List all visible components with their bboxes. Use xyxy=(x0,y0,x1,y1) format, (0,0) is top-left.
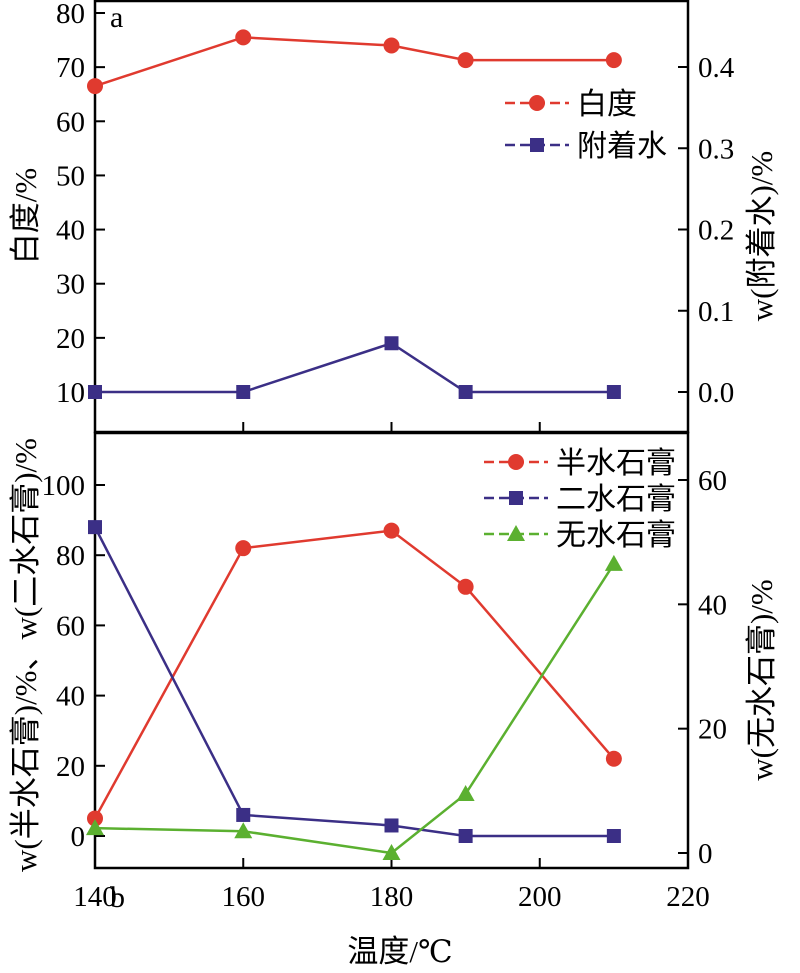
x-tick-label: 160 xyxy=(222,881,266,913)
panel-a-series-0-point xyxy=(605,52,622,69)
panel-b-series-2-point xyxy=(604,554,623,571)
panel-a-right-tick-label: 0.1 xyxy=(698,296,734,328)
panel-a-series-1-point xyxy=(384,336,399,351)
x-tick-label: 140 xyxy=(73,881,117,913)
panel-b-series-2-point xyxy=(234,822,253,839)
panel-a-legend-label-1: 附着水 xyxy=(577,130,667,163)
panel-a-series-0-point xyxy=(87,78,103,95)
panel-a-left-tick-label: 10 xyxy=(56,377,85,409)
panel-a-legend-marker-0 xyxy=(529,95,545,111)
panel-a-left-tick-label: 80 xyxy=(56,0,85,30)
panel-b-series-0-point xyxy=(87,810,103,827)
panel-a-frame xyxy=(93,0,690,434)
panel-a-left-tick-label: 50 xyxy=(56,160,85,192)
panel-a-left-tick-label: 30 xyxy=(56,269,85,301)
x-axis-title: 温度/℃ xyxy=(347,934,452,969)
panel-b-right-tick-label: 60 xyxy=(698,465,727,497)
panel-a-left-tick-label: 70 xyxy=(56,52,85,84)
panel-b-series-line-0 xyxy=(93,529,615,820)
panel-b-left-tick-label: 40 xyxy=(56,681,85,713)
panel-b-series-1-point xyxy=(458,829,473,843)
panel-b-series-1-point xyxy=(236,807,251,822)
panel-b-series-1-point xyxy=(88,520,102,535)
panel-a-series-line-1 xyxy=(95,341,614,394)
x-tick-label: 220 xyxy=(666,881,710,913)
panel-a-series-1-point xyxy=(606,385,621,399)
panel-a-letter: a xyxy=(110,1,123,34)
panel-a-series-0-point xyxy=(235,29,252,46)
panel-a-series-1-point xyxy=(236,385,251,399)
panel-a-left-tick-label: 20 xyxy=(56,323,85,355)
panel-b-series-line-1 xyxy=(93,526,614,838)
panel-b-legend-label-2: 无水石膏 xyxy=(556,519,676,552)
panel-b-legend-label-1: 二水石膏 xyxy=(556,483,676,516)
panel-b-series-2-point xyxy=(382,844,401,860)
panel-a-right-tick-label: 0.3 xyxy=(698,133,734,165)
panel-b-letter: b xyxy=(110,881,125,914)
panel-b-series-1-point xyxy=(606,829,621,843)
panel-a-legend-label-0: 白度 xyxy=(577,88,637,121)
panel-b-left-tick-label: 100 xyxy=(42,470,86,502)
panel-b-right-axis-title: w(无水石膏)/% xyxy=(744,579,779,780)
panel-b-right-tick-label: 20 xyxy=(698,714,727,746)
panel-b-series-0-point xyxy=(383,522,400,539)
panel-b-legend-marker-1 xyxy=(509,491,523,505)
panel-a-right-tick-label: 0.4 xyxy=(698,52,735,84)
panel-a-series-1-point xyxy=(88,385,102,399)
panel-a-series-line-0 xyxy=(94,36,614,88)
panel-b-legend-label-0: 半水石膏 xyxy=(556,447,676,480)
panel-b-left-tick-label: 80 xyxy=(56,540,85,572)
panel-b-left-tick-label: 20 xyxy=(56,751,85,783)
panel-b-left-tick-label: 0 xyxy=(71,821,86,853)
x-tick-label: 200 xyxy=(518,881,562,913)
panel-b-left-tick-label: 60 xyxy=(56,610,85,642)
panel-b-right-tick-label: 40 xyxy=(698,589,727,621)
panel-b-left-axis-title: w(半水石膏)/%、w(二水石膏)/% xyxy=(8,438,43,872)
panel-a-series-0-point xyxy=(457,52,474,69)
panel-b-series-0-point xyxy=(605,750,622,767)
panel-b-series-2-point xyxy=(86,819,104,836)
panel-a-legend-marker-1 xyxy=(530,138,544,152)
panel-b-series-1-point xyxy=(384,818,399,833)
panel-a-right-tick-label: 0.2 xyxy=(698,215,734,247)
panel-b-series-2-point xyxy=(456,784,475,801)
panel-a-series-0-point xyxy=(383,37,400,54)
panel-a-left-tick-label: 40 xyxy=(56,215,85,247)
panel-a-right-tick-label: 0.0 xyxy=(698,377,734,409)
panel-a-left-axis-title: 白度/% xyxy=(8,168,43,264)
panel-b-series-0-point xyxy=(235,540,252,557)
panel-b-right-tick-label: 0 xyxy=(698,838,713,870)
panel-b-legend-marker-0 xyxy=(508,454,524,470)
panel-a-right-axis-title: w(附着水)/% xyxy=(744,151,779,321)
x-tick-label: 180 xyxy=(370,881,414,913)
panel-a-left-tick-label: 60 xyxy=(56,106,85,138)
panel-a-series-1-point xyxy=(458,385,473,399)
panel-b-legend-marker-2 xyxy=(507,525,525,541)
panel-b-series-line-2 xyxy=(94,563,615,855)
panel-b-series-0-point xyxy=(457,578,474,595)
